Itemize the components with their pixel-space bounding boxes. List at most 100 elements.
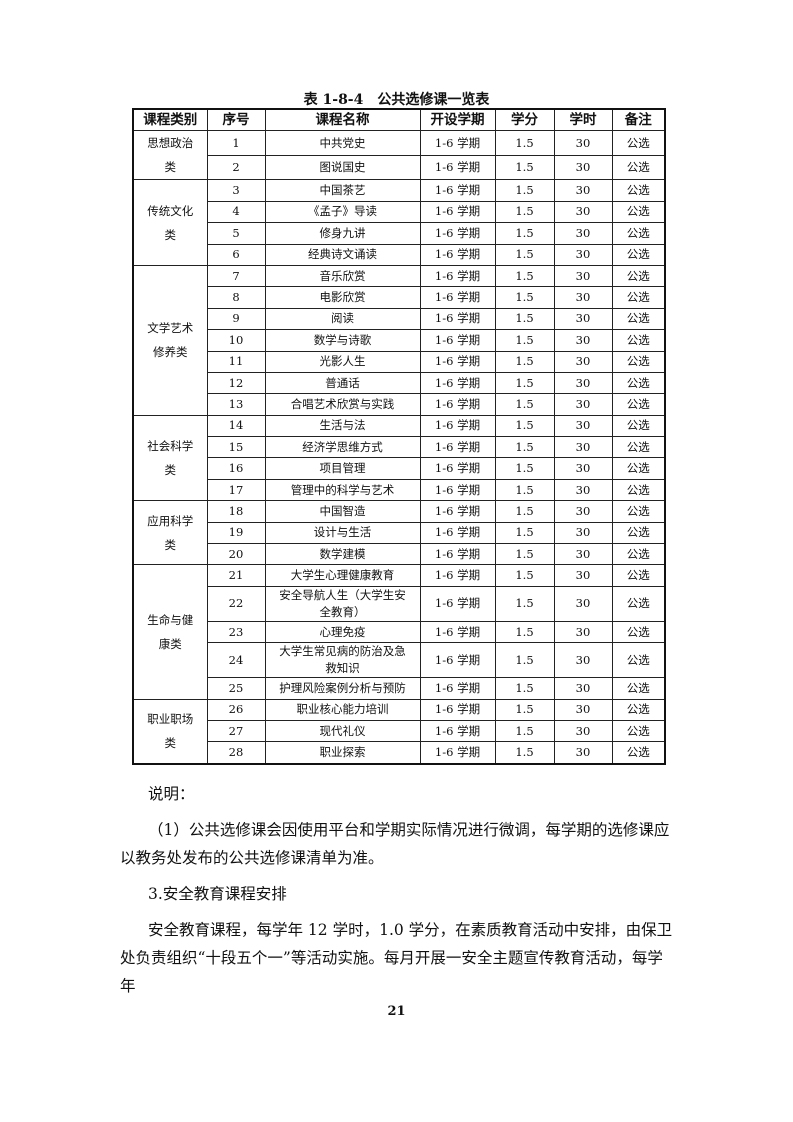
index-cell: 7 bbox=[206, 264, 266, 288]
course-name-cell: 阅读 bbox=[264, 307, 421, 331]
table-row: 22 安全导航人生（大学生安全教育） 1-6 学期 1.5 30 公选 bbox=[133, 585, 666, 622]
index-cell: 4 bbox=[206, 200, 266, 224]
index-cell: 6 bbox=[206, 243, 266, 266]
hours-cell: 30 bbox=[553, 264, 613, 288]
note-cell: 公选 bbox=[611, 329, 666, 352]
index-cell: 21 bbox=[206, 564, 266, 587]
table-row: 15 经济学思维方式 1-6 学期 1.5 30 公选 bbox=[133, 436, 666, 459]
note-cell: 公选 bbox=[611, 564, 666, 587]
hours-cell: 30 bbox=[553, 371, 613, 395]
table-header-row: 课程类别 序号 课程名称 开设学期 学分 学时 备注 bbox=[132, 108, 666, 132]
note-cell: 公选 bbox=[611, 741, 666, 765]
semester-cell: 1-6 学期 bbox=[419, 698, 496, 721]
table-row: 4 《孟子》导读 1-6 学期 1.5 30 公选 bbox=[133, 200, 666, 224]
course-name-cell: 经济学思维方式 bbox=[264, 436, 421, 459]
index-cell: 22 bbox=[206, 585, 266, 622]
table-row: 27 现代礼仪 1-6 学期 1.5 30 公选 bbox=[133, 719, 666, 743]
note-cell: 公选 bbox=[611, 350, 666, 373]
column-header: 学时 bbox=[553, 108, 613, 132]
table-caption: 表 1-8-4 公共选修课一览表 bbox=[303, 92, 490, 108]
semester-cell: 1-6 学期 bbox=[419, 222, 496, 245]
hours-cell: 30 bbox=[553, 500, 613, 523]
note-cell: 公选 bbox=[611, 585, 666, 622]
course-name-cell: 现代礼仪 bbox=[264, 719, 421, 743]
index-cell: 1 bbox=[206, 130, 266, 156]
index-cell: 17 bbox=[206, 478, 266, 502]
note-cell: 公选 bbox=[611, 642, 666, 679]
note-cell: 公选 bbox=[611, 222, 666, 245]
semester-cell: 1-6 学期 bbox=[419, 741, 496, 765]
credit-cell: 1.5 bbox=[494, 642, 555, 679]
course-name-cell: 经典诗文诵读 bbox=[264, 243, 421, 266]
course-name-cell: 管理中的科学与艺术 bbox=[264, 478, 421, 502]
hours-cell: 30 bbox=[553, 243, 613, 266]
course-name-cell: 安全导航人生（大学生安全教育） bbox=[264, 585, 421, 622]
credit-cell: 1.5 bbox=[494, 243, 555, 266]
table-row: 生命与健康类 21 大学生心理健康教育 1-6 学期 1.5 30 公选 bbox=[132, 564, 666, 700]
credit-cell: 1.5 bbox=[494, 543, 555, 566]
course-name-cell: 数学与诗歌 bbox=[264, 329, 421, 352]
hours-cell: 30 bbox=[553, 393, 613, 416]
index-cell: 14 bbox=[206, 414, 266, 438]
credit-cell: 1.5 bbox=[494, 222, 555, 245]
credit-cell: 1.5 bbox=[494, 585, 555, 622]
semester-cell: 1-6 学期 bbox=[419, 457, 496, 480]
semester-cell: 1-6 学期 bbox=[419, 414, 496, 438]
semester-cell: 1-6 学期 bbox=[419, 719, 496, 743]
index-cell: 16 bbox=[206, 457, 266, 480]
index-cell: 15 bbox=[206, 436, 266, 459]
table-row: 文学艺术修养类 7 音乐欣赏 1-6 学期 1.5 30 公选 bbox=[132, 264, 666, 416]
table-row: 10 数学与诗歌 1-6 学期 1.5 30 公选 bbox=[133, 329, 666, 352]
note-cell: 公选 bbox=[611, 264, 666, 288]
index-cell: 5 bbox=[206, 222, 266, 245]
course-name-cell: 项目管理 bbox=[264, 457, 421, 480]
course-name-cell: 心理免疫 bbox=[264, 620, 421, 644]
course-name-cell: 数学建模 bbox=[264, 543, 421, 566]
semester-cell: 1-6 学期 bbox=[419, 677, 496, 700]
table-row: 职业职场类 26 职业核心能力培训 1-6 学期 1.5 30 公选 bbox=[132, 698, 666, 765]
index-cell: 3 bbox=[206, 179, 266, 202]
table-row: 17 管理中的科学与艺术 1-6 学期 1.5 30 公选 bbox=[133, 478, 666, 502]
index-cell: 23 bbox=[206, 620, 266, 644]
table-row: 9 阅读 1-6 学期 1.5 30 公选 bbox=[133, 307, 666, 331]
column-header: 课程类别 bbox=[132, 108, 208, 132]
semester-cell: 1-6 学期 bbox=[419, 130, 496, 156]
credit-cell: 1.5 bbox=[494, 286, 555, 309]
table-row: 5 修身九讲 1-6 学期 1.5 30 公选 bbox=[133, 222, 666, 245]
table-row: 8 电影欣赏 1-6 学期 1.5 30 公选 bbox=[133, 286, 666, 309]
note-cell: 公选 bbox=[611, 154, 666, 181]
hours-cell: 30 bbox=[553, 329, 613, 352]
index-cell: 8 bbox=[206, 286, 266, 309]
course-name-cell: 生活与法 bbox=[264, 414, 421, 438]
semester-cell: 1-6 学期 bbox=[419, 478, 496, 502]
table-row: 16 项目管理 1-6 学期 1.5 30 公选 bbox=[133, 457, 666, 480]
credit-cell: 1.5 bbox=[494, 329, 555, 352]
course-name-cell: 中国茶艺 bbox=[264, 179, 421, 202]
paragraph: 安全教育课程，每学年 12 学时，1.0 学分，在素质教育活动中安排，由保卫处负… bbox=[120, 921, 673, 995]
course-name-cell: 中共党史 bbox=[264, 130, 421, 156]
index-cell: 28 bbox=[206, 741, 266, 765]
course-name-cell: 电影欣赏 bbox=[264, 286, 421, 309]
credit-cell: 1.5 bbox=[494, 393, 555, 416]
semester-cell: 1-6 学期 bbox=[419, 436, 496, 459]
hours-cell: 30 bbox=[553, 307, 613, 331]
note-cell: 公选 bbox=[611, 521, 666, 545]
semester-cell: 1-6 学期 bbox=[419, 243, 496, 266]
credit-cell: 1.5 bbox=[494, 500, 555, 523]
index-cell: 12 bbox=[206, 371, 266, 395]
course-name-cell: 职业探索 bbox=[264, 741, 421, 765]
credit-cell: 1.5 bbox=[494, 741, 555, 765]
notes-label: 说明： bbox=[148, 785, 195, 803]
table-row: 6 经典诗文诵读 1-6 学期 1.5 30 公选 bbox=[133, 243, 666, 266]
note-cell: 公选 bbox=[611, 286, 666, 309]
hours-cell: 30 bbox=[553, 200, 613, 224]
column-header: 开设学期 bbox=[419, 108, 496, 132]
column-header: 课程名称 bbox=[264, 108, 421, 132]
index-cell: 9 bbox=[206, 307, 266, 331]
semester-cell: 1-6 学期 bbox=[419, 543, 496, 566]
index-cell: 27 bbox=[206, 719, 266, 743]
credit-cell: 1.5 bbox=[494, 154, 555, 181]
hours-cell: 30 bbox=[553, 585, 613, 622]
semester-cell: 1-6 学期 bbox=[419, 393, 496, 416]
hours-cell: 30 bbox=[553, 436, 613, 459]
